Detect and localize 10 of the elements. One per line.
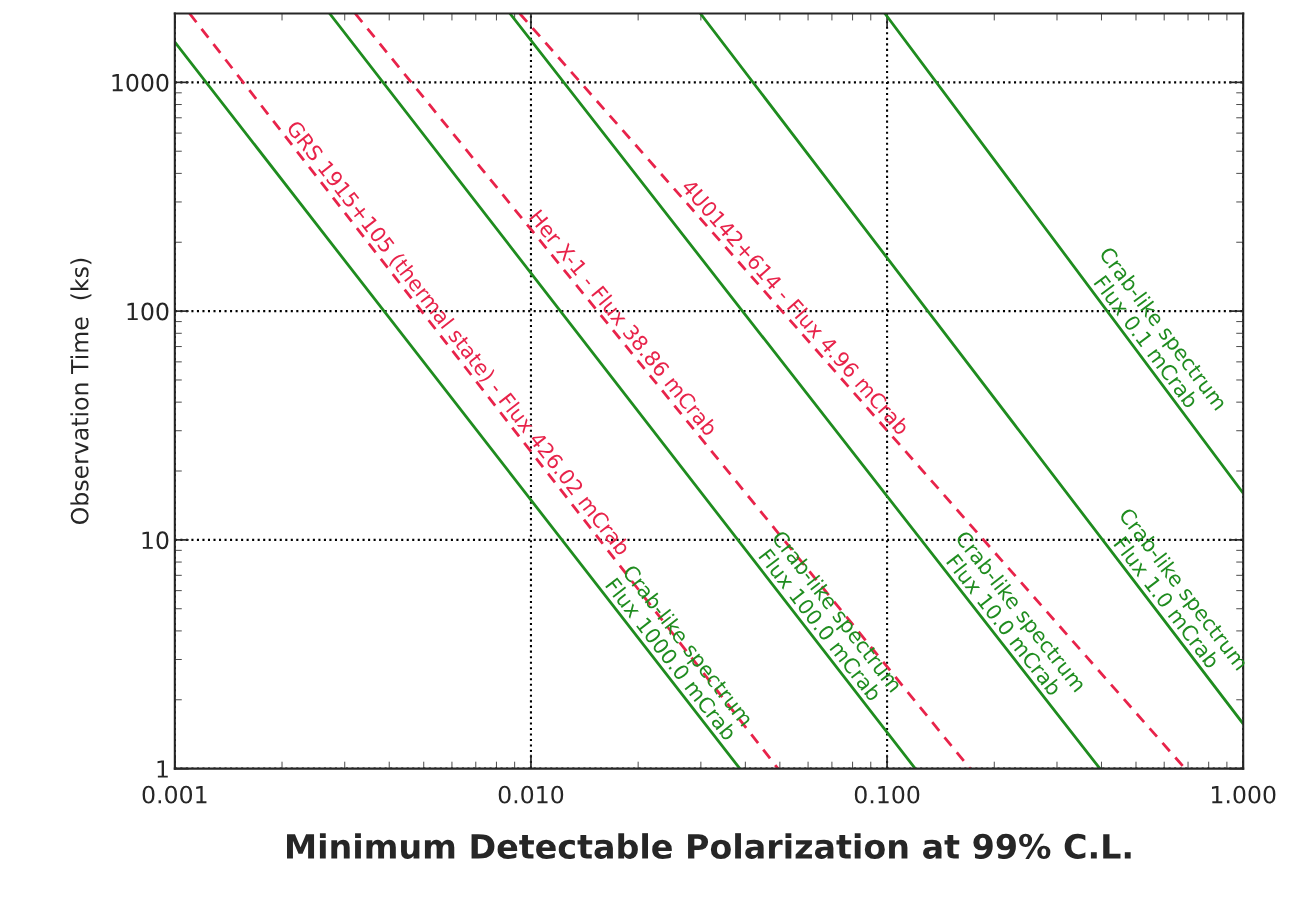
y-axis-title: Observation Time (ks) xyxy=(70,258,92,524)
x-tick-label: 0.100 xyxy=(854,785,920,804)
x-tick-label: 0.001 xyxy=(142,785,207,804)
x-tick-label: 1.000 xyxy=(1212,785,1276,804)
y-tick-label: 1000 xyxy=(112,73,169,92)
x-axis-title: Minimum Detectable Polarization at 99% C.L. xyxy=(287,833,1131,859)
y-tick-label: 100 xyxy=(127,302,169,321)
x-tick-label: 0.010 xyxy=(498,785,564,804)
y-tick-label: 1 xyxy=(157,760,168,778)
y-tick-label: 10 xyxy=(142,531,169,550)
